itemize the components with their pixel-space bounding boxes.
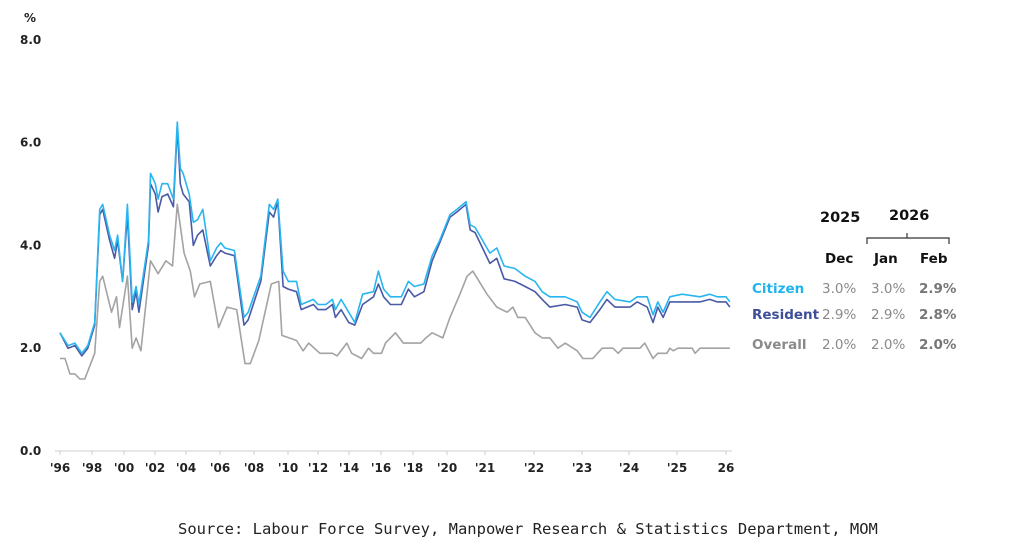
x-tick-label: '06 <box>210 461 230 475</box>
table-value: 2.9% <box>822 307 857 323</box>
x-tick-label: '16 <box>371 461 391 475</box>
x-tick-label: '21 <box>475 461 495 475</box>
table-value: 2.9% <box>871 307 906 323</box>
table-month-dec: Dec <box>825 251 854 267</box>
y-axis-unit-label: % <box>24 11 36 25</box>
table-month-jan: Jan <box>874 251 898 267</box>
year-bracket <box>866 233 950 244</box>
series-line-citizen <box>59 121 731 355</box>
x-tick-label: '25 <box>667 461 687 475</box>
y-tick-label: 6.0 <box>20 136 41 150</box>
x-tick-label: '24 <box>619 461 639 475</box>
table-year-2025: 2025 <box>820 210 861 226</box>
table-row-label-overall: Overall <box>752 337 807 353</box>
x-tick-label: '02 <box>145 461 165 475</box>
y-tick-label: 4.0 <box>20 238 41 252</box>
x-tick-label: '98 <box>82 461 102 475</box>
x-tick-label: '22 <box>524 461 544 475</box>
table-value: 3.0% <box>822 281 857 297</box>
x-tick-label: '96 <box>50 461 70 475</box>
x-tick-label: '12 <box>308 461 328 475</box>
table-value: 3.0% <box>871 281 906 297</box>
table-value: 2.0% <box>871 337 906 353</box>
series-line-overall <box>60 203 730 380</box>
table-value: 2.0% <box>822 337 857 353</box>
y-tick-label: 8.0 <box>20 33 41 47</box>
source-note: Source: Labour Force Survey, Manpower Re… <box>178 520 878 538</box>
series-line-resident <box>59 126 731 357</box>
table-value: 2.9% <box>919 281 957 297</box>
x-tick-label: '20 <box>437 461 457 475</box>
x-tick-label: '00 <box>114 461 134 475</box>
table-month-feb: Feb <box>920 251 948 267</box>
table-row-label-citizen: Citizen <box>752 281 805 297</box>
table-row-label-resident: Resident <box>752 307 820 323</box>
y-tick-label: 0.0 <box>20 444 41 458</box>
y-tick-label: 2.0 <box>20 341 41 355</box>
x-tick-label: '18 <box>403 461 423 475</box>
x-tick-label: '14 <box>339 461 359 475</box>
table-year-2026: 2026 <box>889 208 930 224</box>
table-value: 2.0% <box>919 337 957 353</box>
x-tick-label: 26 <box>718 461 735 475</box>
x-tick-label: '08 <box>244 461 264 475</box>
x-tick-label: '23 <box>572 461 592 475</box>
x-tick-label: '04 <box>176 461 196 475</box>
table-value: 2.8% <box>919 307 957 323</box>
x-tick-label: '10 <box>278 461 298 475</box>
